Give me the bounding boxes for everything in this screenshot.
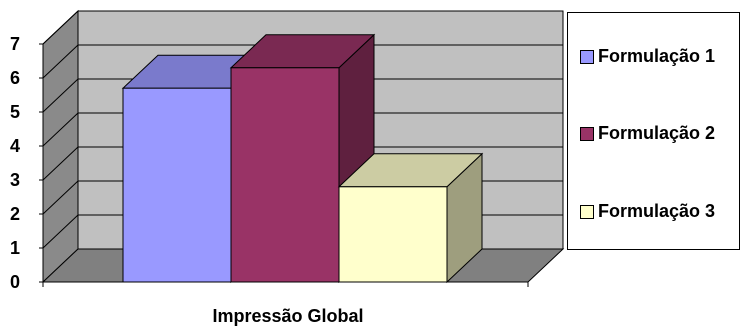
bar-3 bbox=[337, 152, 484, 284]
legend-swatch-3 bbox=[580, 204, 594, 219]
y-tick-label-1: 1 bbox=[10, 238, 20, 258]
bars bbox=[121, 33, 484, 284]
legend: Formulação 1 Formulação 2 Formulação 3 bbox=[567, 12, 740, 250]
legend-label-3: Formulação 3 bbox=[598, 201, 716, 221]
y-tick-label-2: 2 bbox=[10, 204, 20, 224]
bar-1-front bbox=[122, 87, 232, 283]
y-tick-label-7: 7 bbox=[10, 34, 20, 54]
side-wall bbox=[42, 9, 79, 284]
gridline-5 bbox=[42, 78, 563, 113]
legend-label-1: Formulação 1 bbox=[598, 46, 716, 66]
legend-item-2: Formulação 2 bbox=[580, 123, 715, 144]
y-tick-label-3: 3 bbox=[10, 170, 20, 190]
y-tick-label-4: 4 bbox=[10, 136, 20, 156]
y-tick-label-6: 6 bbox=[10, 68, 20, 88]
legend-swatch-2 bbox=[580, 126, 594, 141]
legend-item-3: Formulação 3 bbox=[580, 201, 715, 222]
legend-label-2: Formulação 2 bbox=[598, 123, 716, 143]
legend-swatch-1 bbox=[580, 49, 594, 64]
bar-2-front bbox=[230, 67, 340, 283]
gridline-4 bbox=[42, 112, 563, 147]
y-tick-label-0: 0 bbox=[10, 272, 20, 292]
gridline-7 bbox=[42, 10, 563, 45]
y-tick-label-5: 5 bbox=[10, 102, 20, 122]
y-tick-labels: 0 1 2 3 4 5 6 7 bbox=[10, 34, 20, 292]
x-category-label: Impressão Global bbox=[212, 306, 363, 326]
legend-item-1: Formulação 1 bbox=[580, 46, 715, 67]
gridline-6 bbox=[42, 44, 563, 79]
bar-3-front bbox=[338, 186, 448, 283]
gridline-3 bbox=[42, 146, 563, 181]
